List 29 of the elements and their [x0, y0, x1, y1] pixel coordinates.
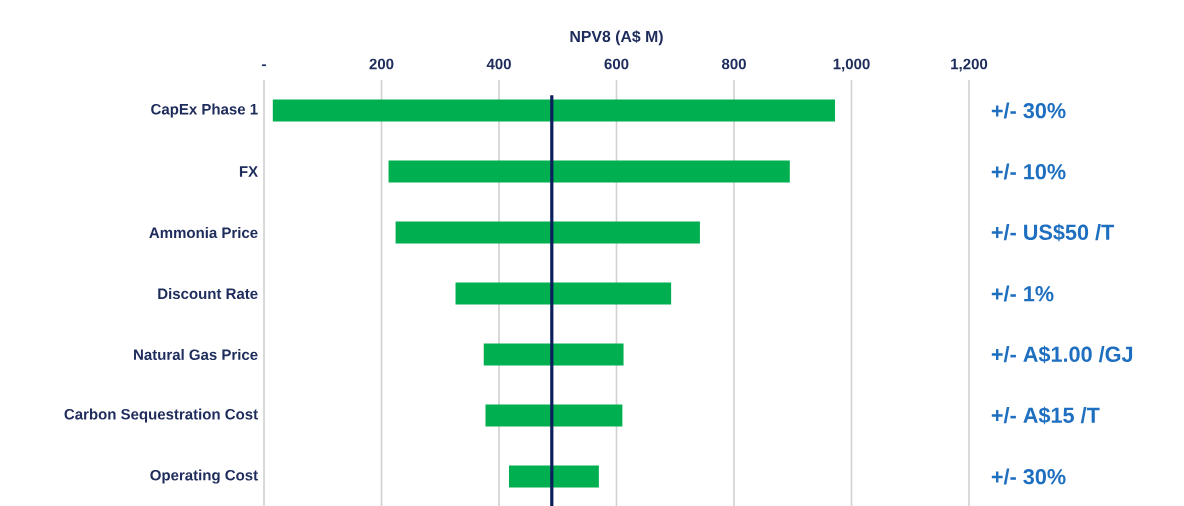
y-tick-label: Ammonia Price	[149, 227, 258, 239]
text: +/- US$50 /T	[991, 223, 1115, 242]
text: +/- 30%	[991, 102, 1066, 119]
x-tick-label: 200	[369, 58, 394, 70]
x-tick-label: 1,000	[833, 58, 870, 72]
bar	[388, 160, 790, 183]
bar	[272, 99, 836, 122]
y-tick-label: Discount Rate	[158, 288, 258, 300]
text: +/- A$1.00 /GJ	[991, 345, 1133, 364]
x-tick-label: 1,200	[951, 58, 988, 72]
text: +/- 30%	[991, 468, 1066, 485]
x-axis-title: NPV8 (A$ M)	[570, 30, 663, 46]
y-tick-label: CapEx Phase 1	[151, 103, 258, 118]
y-tick-label: Natural Gas Price	[134, 349, 258, 361]
x-tick-label: 400	[486, 58, 511, 70]
bar	[455, 282, 672, 305]
text: +/- 1%	[991, 285, 1054, 302]
bar	[483, 343, 624, 366]
x-tick-label: -	[262, 64, 266, 67]
y-tick-label: Operating Cost	[150, 469, 258, 484]
y-tick-label: FX	[239, 166, 258, 177]
y-tick-label: Carbon Sequestration Cost	[64, 408, 258, 423]
bar	[485, 404, 623, 427]
x-tick-label: 600	[604, 58, 629, 70]
x-tick-label: 800	[721, 58, 746, 70]
text: +/- A$15 /T	[991, 406, 1100, 425]
bar	[508, 465, 599, 488]
bar	[395, 221, 700, 244]
text: +/- 10%	[991, 163, 1066, 180]
